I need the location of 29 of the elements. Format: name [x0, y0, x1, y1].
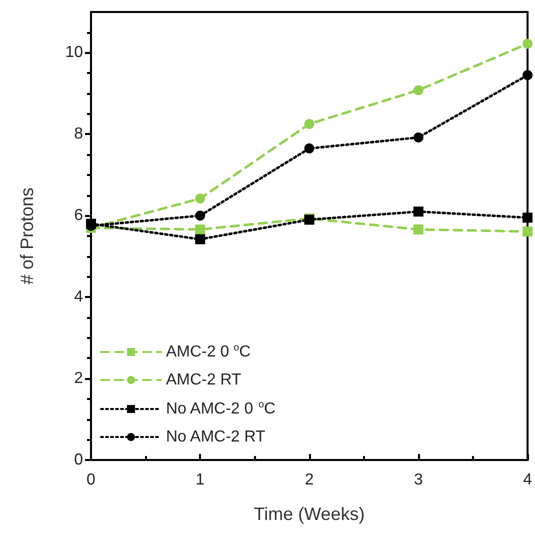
legend-label: AMC-2 RT	[166, 372, 242, 388]
point	[413, 132, 424, 142]
legend-label: No AMC-2 RT	[166, 428, 266, 446]
y-axis-title: # of Protons	[17, 187, 37, 285]
y-tick-label: 0	[74, 452, 84, 468]
point	[413, 85, 424, 96]
point	[413, 206, 424, 217]
point	[304, 143, 314, 154]
point	[522, 212, 533, 223]
x-axis-title: Time (Weeks)	[254, 504, 365, 524]
point	[195, 224, 206, 234]
point	[522, 226, 533, 237]
point	[304, 119, 314, 129]
point	[522, 38, 533, 49]
point	[195, 234, 206, 244]
point	[522, 70, 533, 80]
point	[195, 194, 206, 204]
point	[413, 224, 424, 234]
y-tick-label: 8	[74, 126, 84, 143]
point	[195, 210, 206, 221]
x-tick-label: 4	[523, 472, 532, 488]
y-tick-label: 2	[74, 370, 84, 388]
x-tick-label: 3	[414, 472, 423, 488]
y-tick-label: 6	[74, 207, 84, 224]
x-tick-label: 2	[304, 472, 314, 488]
x-tick-label: 0	[86, 472, 96, 488]
y-tick-label: 4	[74, 288, 84, 306]
y-tick-label: 10	[65, 44, 84, 62]
x-tick-label: 1	[196, 472, 205, 488]
